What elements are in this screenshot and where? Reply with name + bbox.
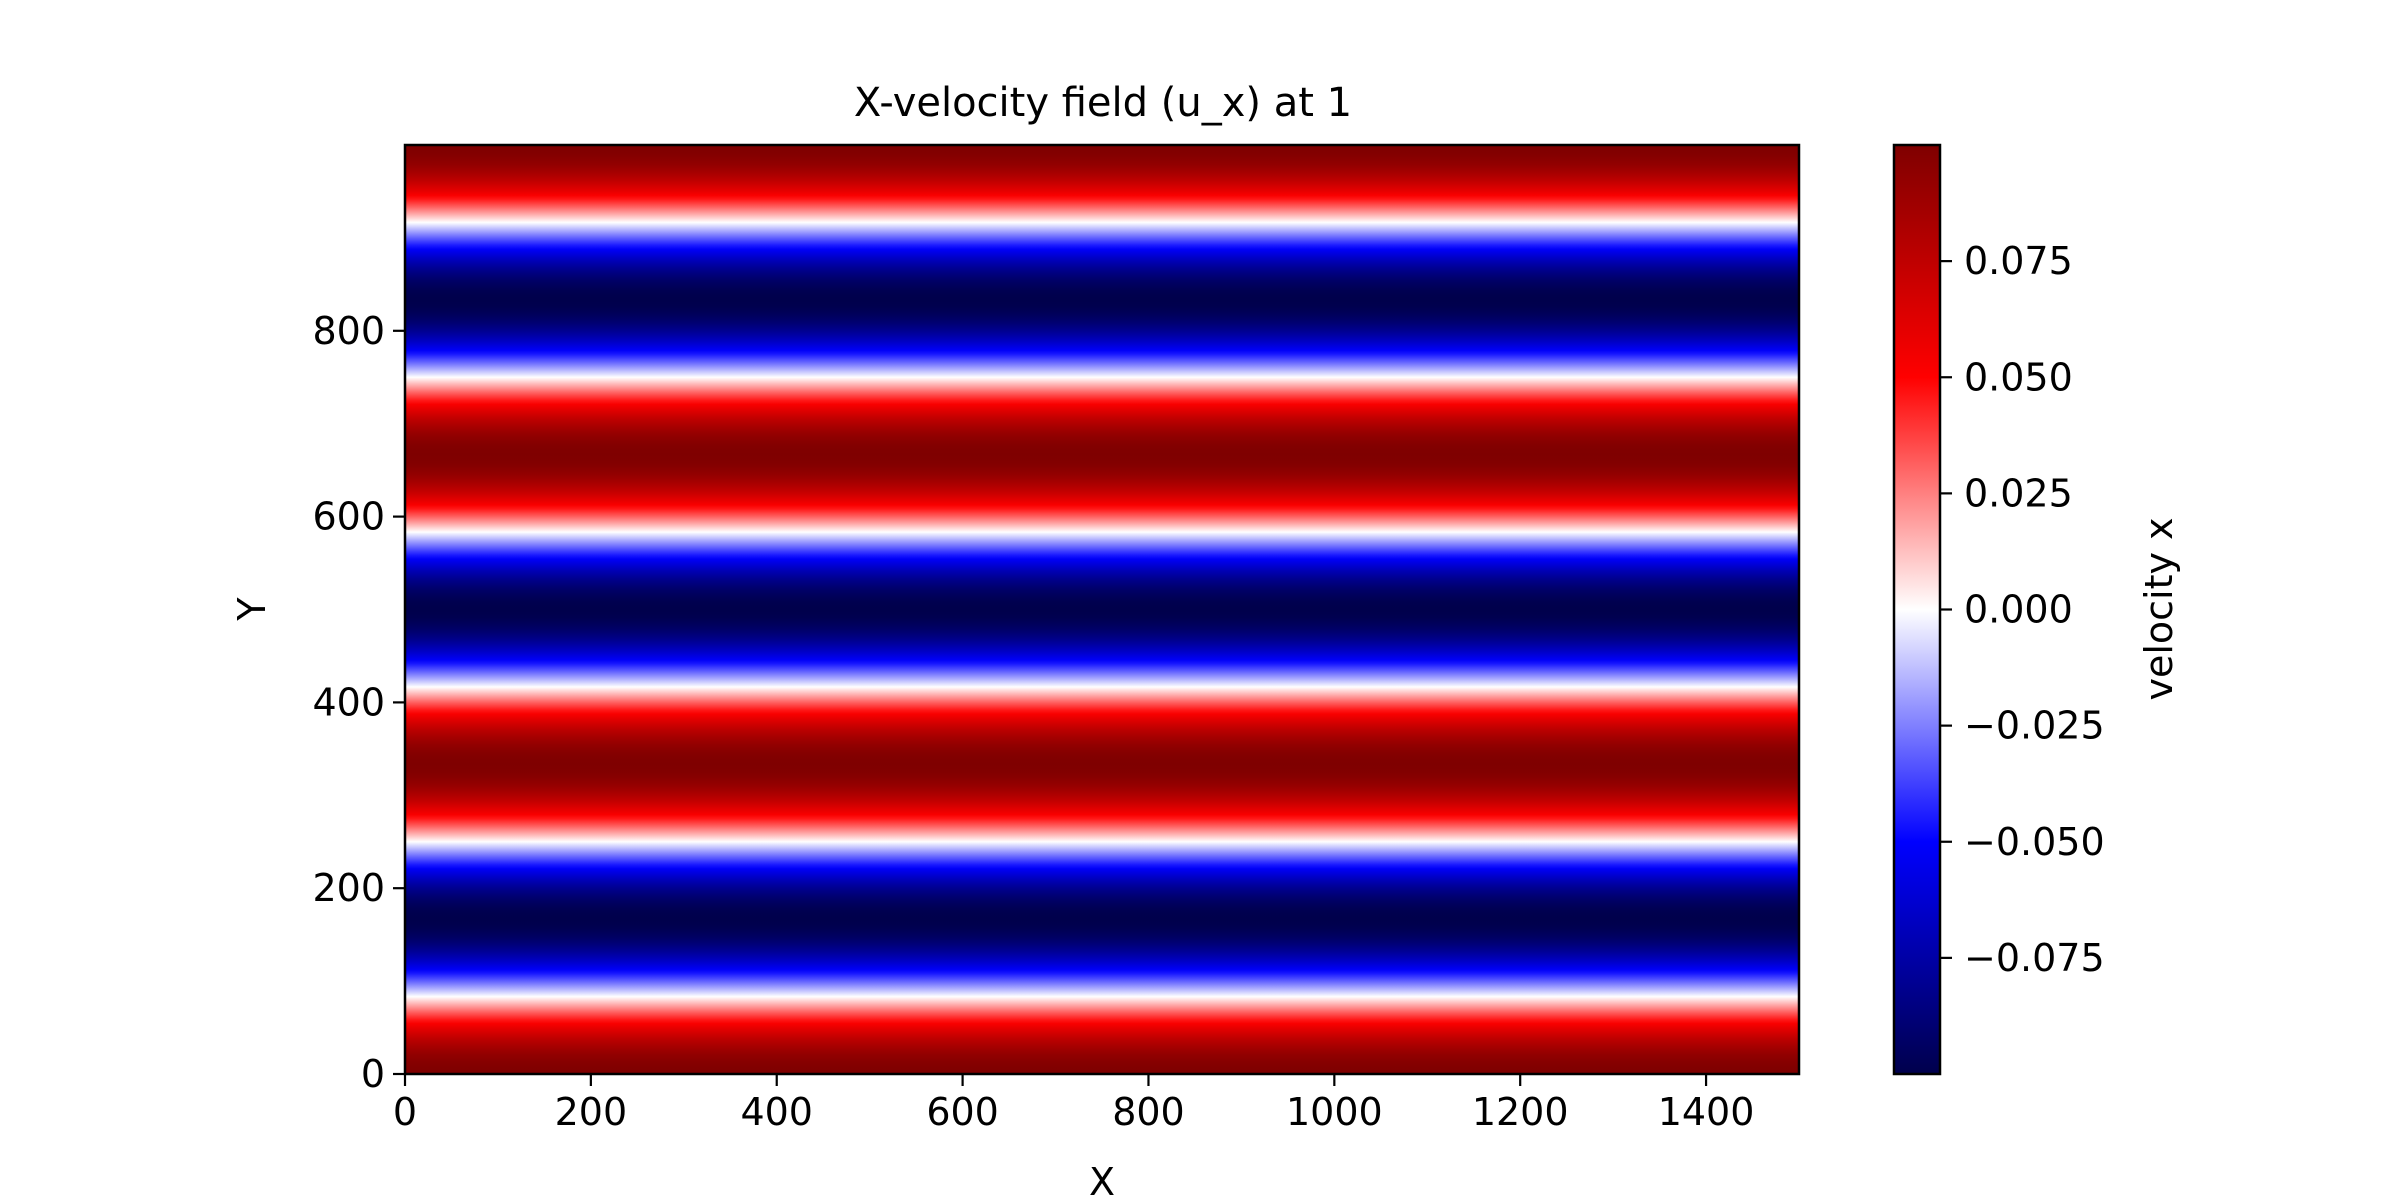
y-tick-label: 400 [312,680,385,724]
x-axis-label: X [1089,1160,1115,1200]
y-tick-label: 0 [361,1052,385,1096]
colorbar-tick-label: −0.075 [1964,936,2105,980]
y-tick-label: 200 [312,866,385,910]
colorbar-tick-label: 0.075 [1964,239,2073,283]
colorbar: −0.075 −0.050 −0.025 0.000 0.025 0.050 0.075 v… [1892,143,2181,1076]
colorbar-tick-label: 0.050 [1964,355,2073,399]
colorbar-bar [1894,145,1940,1074]
y-axis-label: Y [230,597,274,622]
colorbar-tick-label: −0.025 [1964,704,2105,748]
y-tick-label: 600 [312,495,385,539]
colorbar-tick-label: −0.050 [1964,820,2105,864]
y-axis-ticks: 0 200 400 600 800 [312,309,405,1096]
x-axis-ticks: 0 200 400 600 800 1000 1200 1400 [393,1074,1755,1134]
colorbar-ticks: −0.075 −0.050 −0.025 0.000 0.025 0.050 0.075 [1940,239,2105,980]
x-tick-label: 1000 [1286,1090,1383,1134]
x-tick-label: 1200 [1472,1090,1569,1134]
colorbar-tick-label: 0.025 [1964,471,2073,515]
x-tick-label: 800 [1112,1090,1185,1134]
chart-title: X-velocity field (u_x) at 1 [854,80,1352,126]
y-tick-label: 800 [312,309,385,353]
colorbar-tick-label: 0.000 [1964,588,2073,632]
x-tick-label: 400 [740,1090,813,1134]
heatmap-field [405,145,1799,1074]
x-tick-label: 0 [393,1090,417,1134]
x-tick-label: 600 [926,1090,999,1134]
x-tick-label: 200 [555,1090,628,1134]
x-tick-label: 1400 [1658,1090,1755,1134]
plot-area [403,143,1801,1076]
colorbar-label: velocity x [2137,517,2181,700]
plot-frame [403,143,1801,1076]
